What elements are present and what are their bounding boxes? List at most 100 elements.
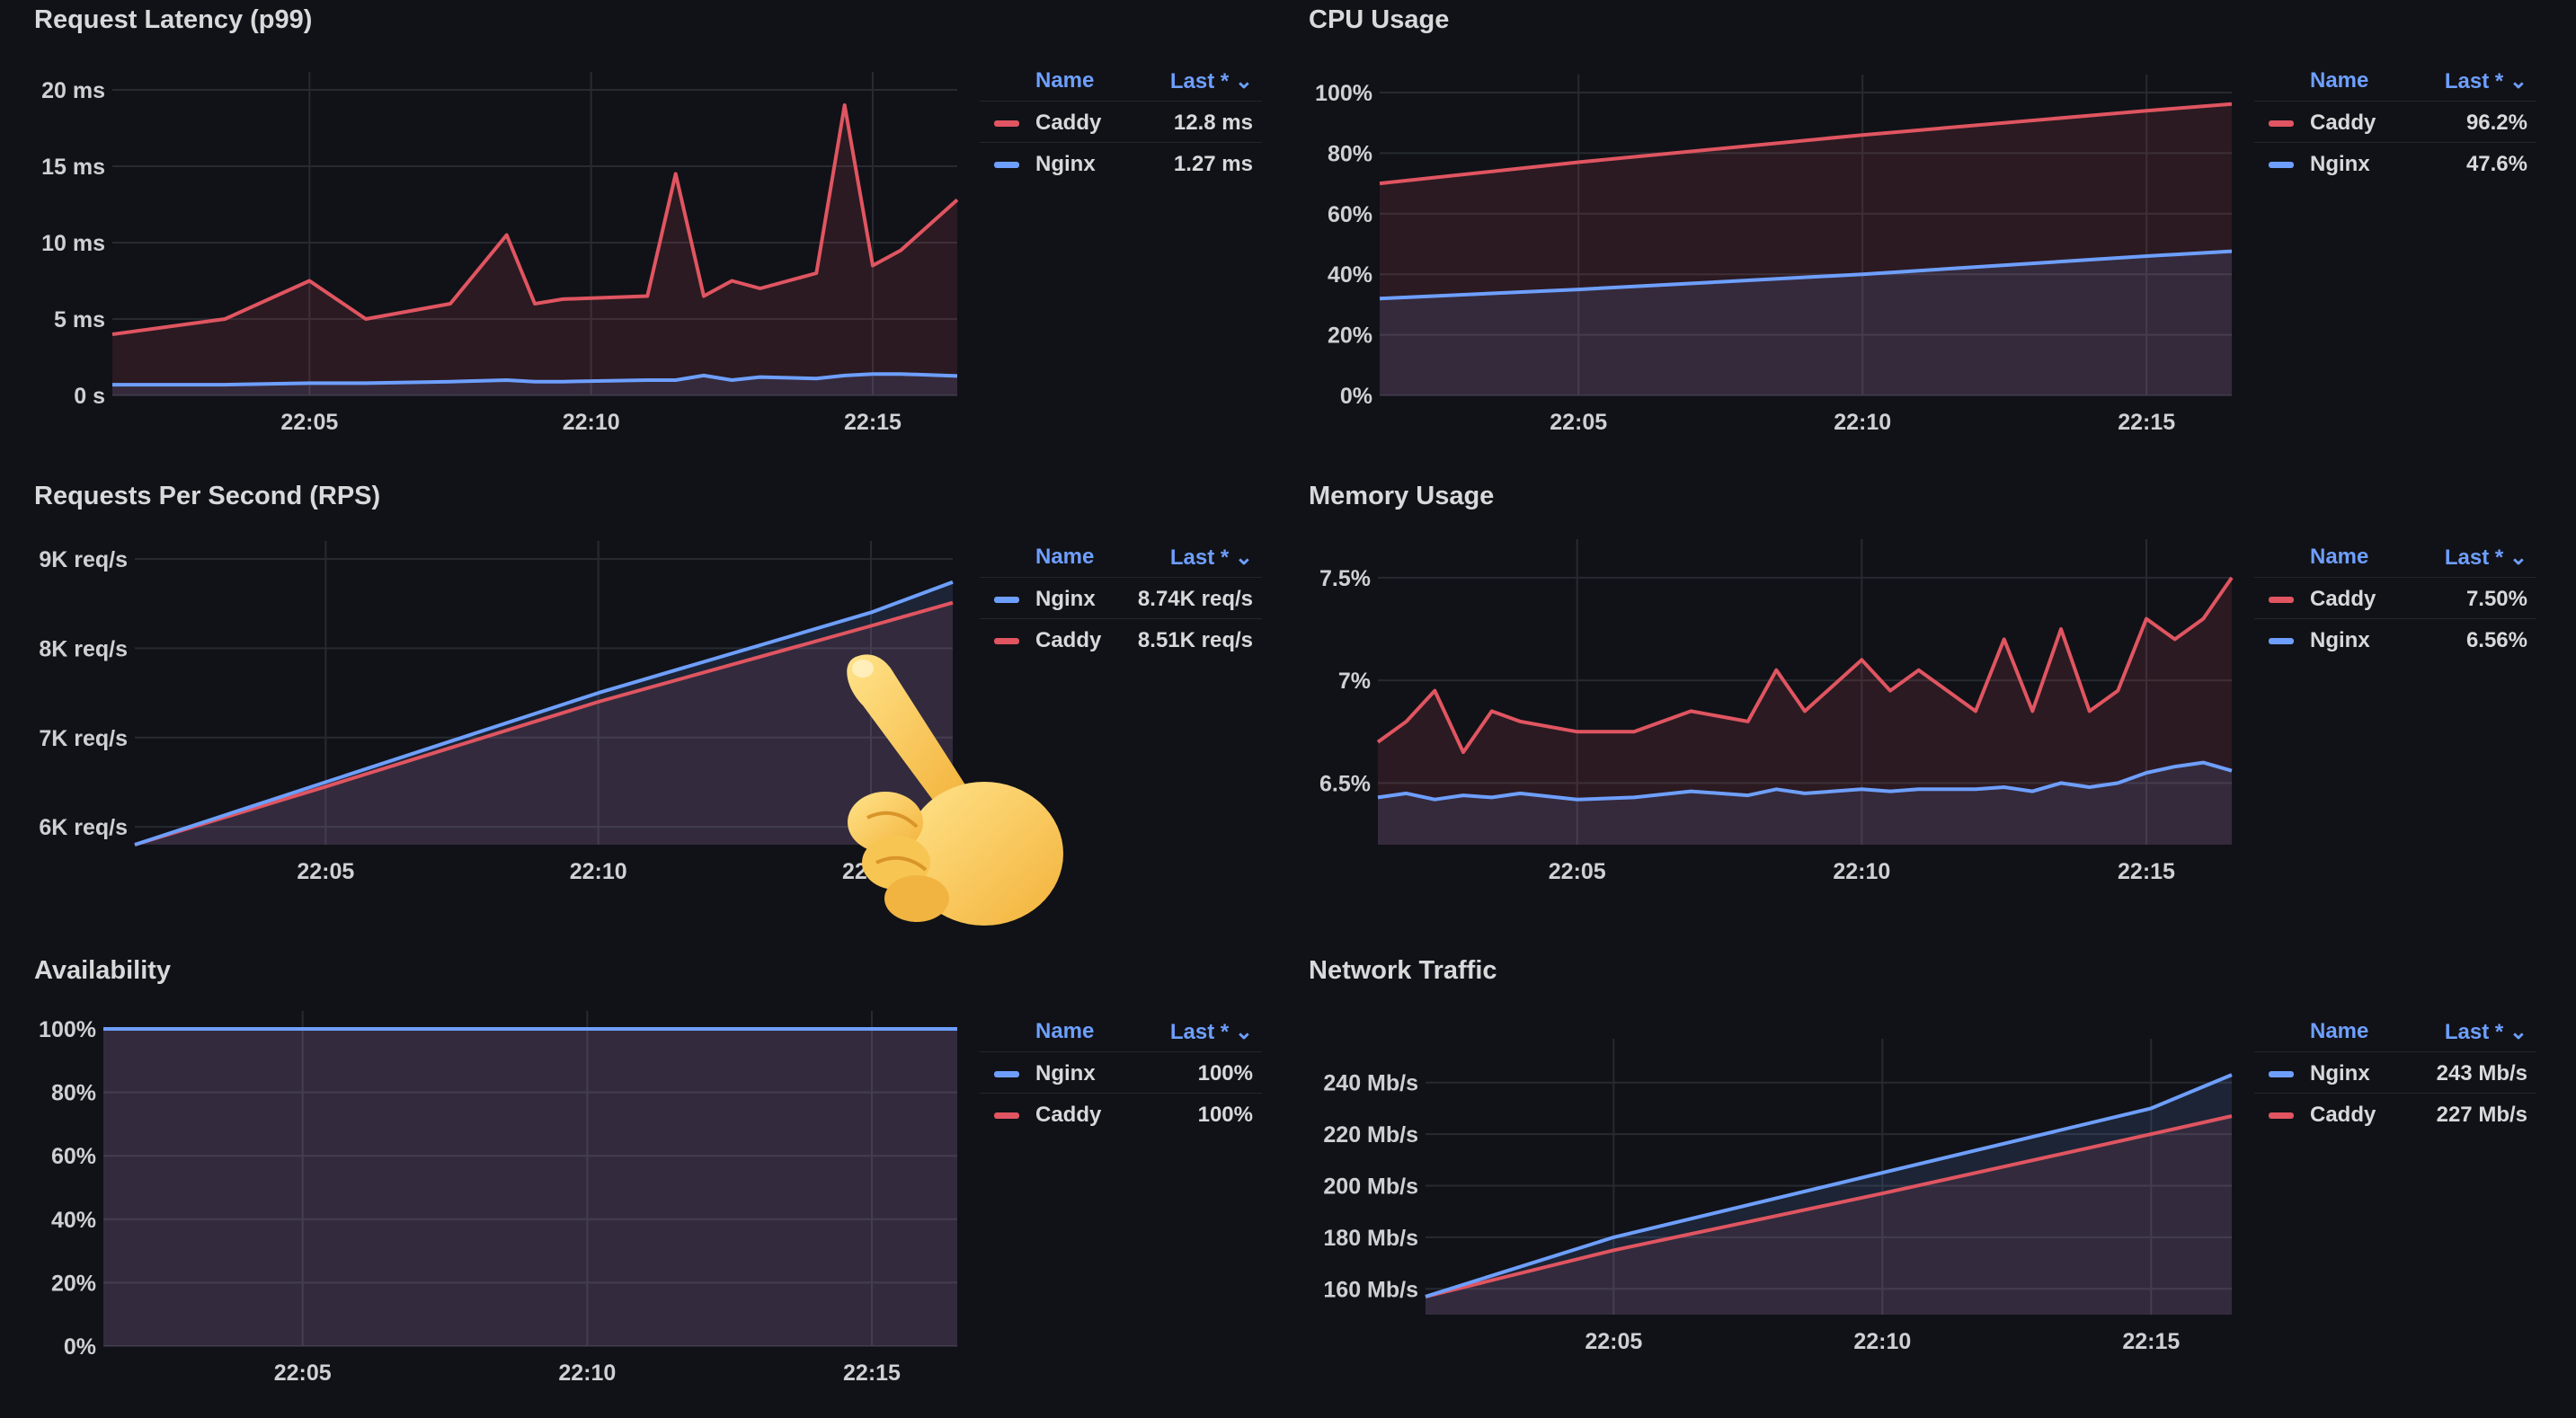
series-line-nginx[interactable]	[134, 580, 954, 846]
series-line-caddy[interactable]	[1379, 102, 2233, 186]
legend-name-header[interactable]: Name	[1035, 68, 1095, 93]
y-tick-label: 0%	[64, 1334, 96, 1360]
legend-series-name: Caddy	[1035, 111, 1102, 135]
series-line-caddy[interactable]	[134, 600, 954, 846]
panel-title[interactable]: Request Latency (p99)	[34, 5, 313, 34]
series-line-nginx[interactable]	[1425, 1073, 2233, 1298]
series-line-nginx[interactable]	[1379, 249, 2233, 301]
legend-table: Name Last * ⌄ Nginx 8.74K req/s Caddy 8.51K r…	[980, 537, 1262, 660]
series-line-nginx[interactable]	[1377, 760, 2233, 802]
legend-last-sort-header[interactable]: Last * ⌄	[2444, 1020, 2527, 1044]
series-area-caddy	[1380, 103, 2232, 396]
panel-network-traffic: Network Traffic 22:05 22:10 22:15 160 Mb/s 18…	[1275, 951, 2536, 1418]
legend-row-caddy[interactable]: Caddy 7.50%	[2254, 577, 2536, 618]
legend-header: Name Last * ⌄	[980, 537, 1262, 577]
legend-header: Name Last * ⌄	[2254, 537, 2536, 577]
y-tick-label: 180 Mb/s	[1323, 1226, 1418, 1251]
chart-network-traffic: 22:05 22:10 22:15 160 Mb/s 180 Mb/s 200 Mb/s 2…	[1323, 1039, 2233, 1354]
y-tick-label: 15 ms	[41, 155, 105, 180]
y-tick-label: 40%	[51, 1208, 96, 1233]
panel-memory-usage: Memory Usage 22:05 22:10 22:15 6.5% 7% 7.5% Nam…	[1275, 476, 2536, 944]
chart-availability: 22:05 22:10 22:15 0% 20% 40% 60% 80% 100%	[39, 1011, 957, 1386]
panel-title[interactable]: Requests Per Second (RPS)	[34, 482, 381, 510]
legend-series-name: Nginx	[1035, 1061, 1096, 1086]
chart-request-latency-p99: 22:05 22:10 22:15 0 s 5 ms 10 ms 15 ms 20 ms	[41, 72, 959, 435]
legend-row-nginx[interactable]: Nginx 8.74K req/s	[980, 577, 1262, 618]
x-tick-label: 22:10	[1853, 1329, 1911, 1354]
legend-row-nginx[interactable]: Nginx 243 Mb/s	[2254, 1051, 2536, 1093]
legend-row-caddy[interactable]: Caddy 227 Mb/s	[2254, 1093, 2536, 1134]
legend-name-header[interactable]: Name	[2310, 1019, 2369, 1043]
legend-row-nginx[interactable]: Nginx 1.27 ms	[980, 142, 1262, 183]
legend-row-caddy[interactable]: Caddy 96.2%	[2254, 101, 2536, 142]
y-tick-label: 20 ms	[41, 78, 105, 103]
legend-table: Name Last * ⌄ Caddy 96.2% Nginx 47.6%	[2254, 61, 2536, 183]
legend-table: Name Last * ⌄ Caddy 7.50% Nginx 6.56%	[2254, 537, 2536, 660]
y-tick-label: 80%	[51, 1081, 96, 1106]
series-line-nginx[interactable]	[112, 372, 958, 387]
x-tick-label: 22:05	[280, 410, 338, 435]
series-color-swatch	[2269, 1112, 2294, 1119]
chart-memory-usage: 22:05 22:10 22:15 6.5% 7% 7.5%	[1319, 539, 2234, 884]
legend-last-value: 12.8 ms	[1173, 111, 1253, 135]
legend-row-nginx[interactable]: Nginx 6.56%	[2254, 618, 2536, 660]
x-tick-label: 22:10	[558, 1360, 616, 1386]
legend-table: Name Last * ⌄ Nginx 100% Caddy 100%	[980, 1012, 1262, 1134]
series-line-caddy[interactable]	[1425, 1114, 2233, 1298]
series-color-swatch	[994, 162, 1019, 168]
y-tick-label: 40%	[1328, 262, 1372, 288]
legend-name-header[interactable]: Name	[2310, 68, 2369, 93]
chart-cpu-usage: 22:05 22:10 22:15 0% 20% 40% 60% 80% 100%	[1315, 75, 2233, 435]
panel-title[interactable]: Availability	[34, 956, 172, 985]
legend-table: Name Last * ⌄ Caddy 12.8 ms Nginx 1.27 ms	[980, 61, 1262, 183]
y-tick-label: 160 Mb/s	[1323, 1277, 1418, 1302]
legend-name-header[interactable]: Name	[1035, 545, 1095, 569]
series-area-nginx	[1426, 1075, 2232, 1315]
x-tick-label: 22:05	[1585, 1329, 1642, 1354]
panel-request-latency-p99: Request Latency (p99) 22:05 22:10 22:15 0 s 5…	[0, 0, 1262, 467]
legend-row-caddy[interactable]: Caddy 100%	[980, 1093, 1262, 1134]
legend-last-sort-header[interactable]: Last * ⌄	[2444, 545, 2527, 570]
y-tick-label: 80%	[1328, 141, 1372, 166]
legend-row-caddy[interactable]: Caddy 12.8 ms	[980, 101, 1262, 142]
legend-table: Name Last * ⌄ Nginx 243 Mb/s Caddy 227 Mb/s	[2254, 1012, 2536, 1134]
series-color-swatch	[2269, 120, 2294, 127]
y-tick-label: 0 s	[74, 384, 105, 409]
legend-last-value: 47.6%	[2465, 152, 2527, 176]
legend-row-nginx[interactable]: Nginx 100%	[980, 1051, 1262, 1093]
legend-last-value: 8.74K req/s	[1137, 587, 1253, 611]
y-tick-label: 100%	[1315, 81, 1372, 106]
legend-name-header[interactable]: Name	[2310, 545, 2369, 569]
legend-last-value: 227 Mb/s	[2436, 1103, 2527, 1127]
legend-last-sort-header[interactable]: Last * ⌄	[1169, 545, 1253, 570]
series-line-caddy[interactable]	[1376, 576, 2234, 755]
x-tick-label: 22:15	[844, 410, 902, 435]
x-tick-label: 22:10	[570, 859, 627, 884]
panel-title[interactable]: Memory Usage	[1309, 482, 1495, 510]
x-tick-label: 22:10	[1833, 859, 1890, 884]
legend-last-value: 8.51K req/s	[1137, 628, 1253, 652]
legend-row-caddy[interactable]: Caddy 8.51K req/s	[980, 618, 1262, 660]
legend-header: Name Last * ⌄	[980, 1012, 1262, 1051]
y-tick-label: 60%	[51, 1144, 96, 1169]
legend-series-name: Caddy	[1035, 1103, 1102, 1127]
series-color-swatch	[994, 120, 1019, 127]
legend-series-name: Caddy	[2310, 111, 2376, 135]
legend-name-header[interactable]: Name	[1035, 1019, 1095, 1043]
panel-requests-per-second-rps: Requests Per Second (RPS) 22:0522:1022:15…	[0, 476, 1262, 944]
legend-last-value: 96.2%	[2465, 111, 2527, 135]
legend-last-sort-header[interactable]: Last * ⌄	[2444, 69, 2527, 93]
legend-last-sort-header[interactable]: Last * ⌄	[1169, 69, 1253, 93]
panel-title[interactable]: Network Traffic	[1309, 956, 1497, 985]
y-tick-label: 6K req/s	[39, 815, 128, 840]
panel-title[interactable]: CPU Usage	[1309, 5, 1450, 34]
series-color-swatch	[2269, 638, 2294, 644]
legend-series-name: Nginx	[2310, 628, 2370, 652]
x-tick-label: 22:15	[2122, 1329, 2180, 1354]
legend-last-sort-header[interactable]: Last * ⌄	[1169, 1020, 1253, 1044]
legend-row-nginx[interactable]: Nginx 47.6%	[2254, 142, 2536, 183]
series-line-caddy[interactable]	[111, 103, 959, 336]
legend-last-value: 1.27 ms	[1173, 152, 1253, 176]
x-tick-label: 22:10	[563, 410, 620, 435]
